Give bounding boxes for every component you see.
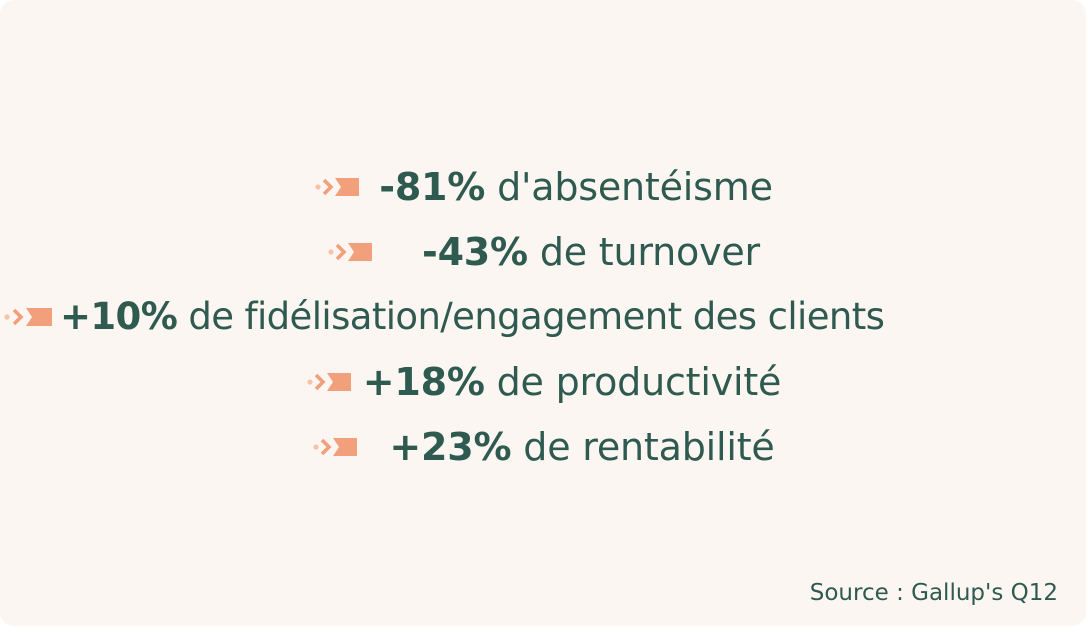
stat-item-absenteeism: -81% d'absentéisme: [0, 154, 1086, 219]
stat-label: de fidélisation/engagement des clients: [188, 295, 885, 338]
stat-value: +10%: [60, 295, 178, 338]
chevron-arrow-icon: [315, 176, 361, 198]
stat-label: de turnover: [539, 229, 760, 274]
chevron-arrow-icon: [307, 371, 353, 393]
stats-list: -81% d'absentéisme -43% de turnover: [0, 154, 1086, 479]
stat-value: +23%: [389, 424, 512, 469]
stat-label: de productivité: [496, 359, 782, 404]
stat-value: -81%: [379, 164, 486, 209]
chevron-arrow-icon: [4, 306, 54, 328]
source-note: Source : Gallup's Q12: [809, 580, 1058, 606]
stat-label: de rentabilité: [523, 424, 775, 469]
stat-value: +18%: [362, 359, 485, 404]
stat-label: d'absentéisme: [497, 164, 773, 209]
chevron-arrow-icon: [313, 436, 359, 458]
stat-item-customer-loyalty: +10% de fidélisation/engagement des clie…: [0, 284, 1086, 349]
stat-value: -43%: [422, 229, 528, 274]
stat-item-profitability: +23% de rentabilité: [0, 414, 1086, 479]
stat-item-productivity: +18% de productivité: [0, 349, 1086, 414]
stat-item-turnover: -43% de turnover: [0, 219, 1086, 284]
chevron-arrow-icon: [328, 241, 374, 263]
